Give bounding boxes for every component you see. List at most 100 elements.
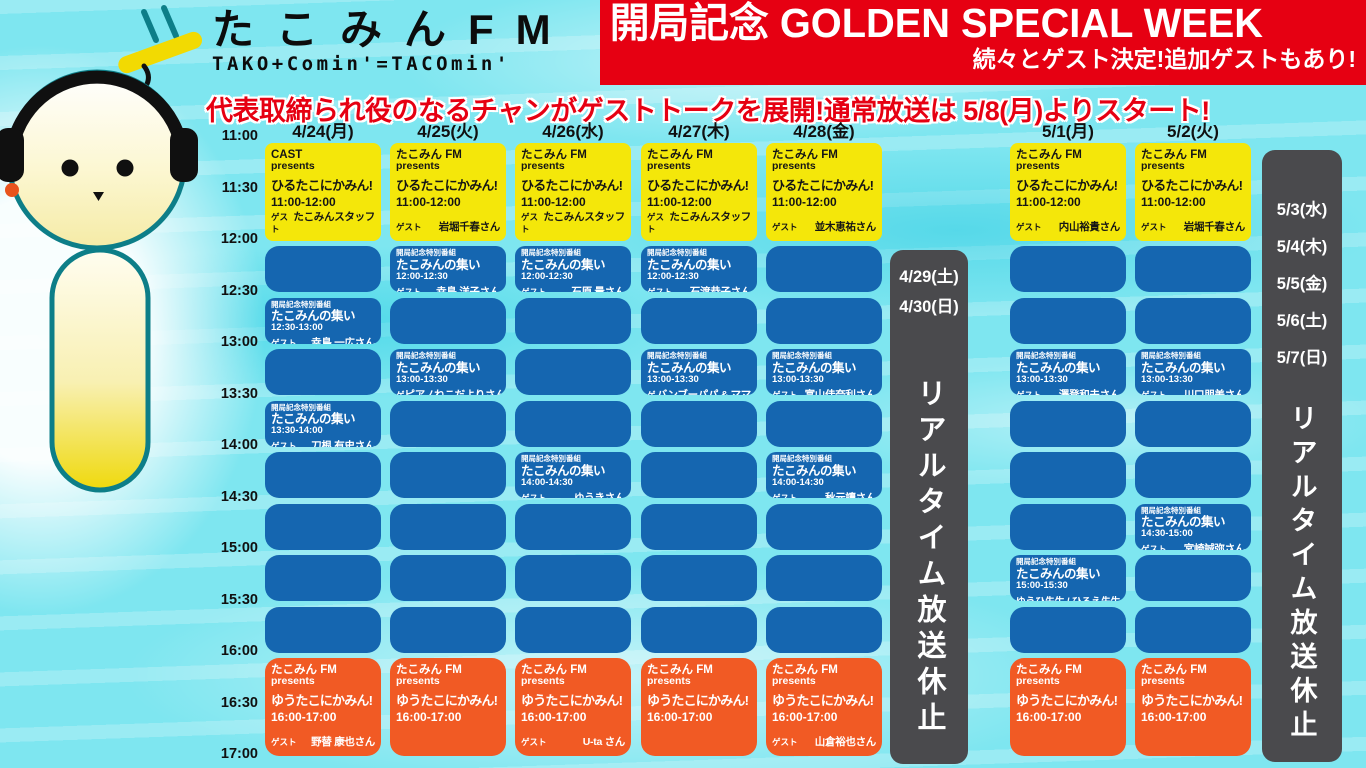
program-brand: たこみん FM <box>271 664 337 676</box>
special-program-header: 開局記念特別番組 <box>772 454 832 463</box>
empty-slot <box>265 349 381 395</box>
program-time: 11:00-12:00 <box>772 195 837 210</box>
program-block: たこみん FM presents ゆうたこにかみん! 16:00-17:00 ゲ… <box>265 658 381 756</box>
program-title: ひるたこにかみん! <box>1141 178 1243 194</box>
guest-label: ゲスト <box>521 212 539 235</box>
program-time: 16:00-17:00 <box>647 710 713 725</box>
program-brand: たこみん FM <box>1141 664 1207 676</box>
program-title: ゆうたこにかみん! <box>1141 693 1243 709</box>
program-title: ひるたこにかみん! <box>271 178 373 194</box>
mascot-octopus-icon <box>0 5 203 493</box>
special-program-header: 開局記念特別番組 <box>772 351 832 360</box>
guest-name: ゆうひ先生 / ひろえ先生 <box>1016 593 1121 601</box>
empty-slot <box>766 400 882 447</box>
guest-row: ゲスト U-ta さん <box>521 734 625 749</box>
empty-slot <box>1135 452 1251 498</box>
special-program-time: 12:00-12:30 <box>396 270 448 282</box>
program-block: たこみん FM presents ひるたこにかみん! 11:00-12:00 ゲ… <box>515 143 631 241</box>
special-program-time: 12:00-12:30 <box>647 270 699 282</box>
program-title: ひるたこにかみん! <box>521 178 623 194</box>
program-brand: たこみん FM <box>647 664 713 676</box>
guest-row: ゲスト 内山裕貴さん <box>1016 219 1120 234</box>
empty-slot <box>390 452 506 498</box>
empty-slot <box>641 452 757 498</box>
time-label: 12:00 <box>220 231 258 247</box>
station-logo: たこみんFM TAKO+Comin'=TACOmin' <box>212 7 573 75</box>
empty-slot <box>766 555 882 601</box>
guest-row: ゲスト たこみんスタッフ <box>647 209 751 235</box>
guest-label: ゲスト <box>271 338 297 344</box>
special-program-title: たこみんの集い <box>521 257 606 272</box>
program-brand: たこみん FM <box>772 149 838 161</box>
column-date: 4/24(月) <box>292 122 354 141</box>
program-block: たこみん FM presents ゆうたこにかみん! 16:00-17:00 <box>1135 658 1251 756</box>
mascot-eye-right <box>116 159 134 177</box>
program-brand: たこみん FM <box>1016 664 1082 676</box>
guest-name: たこみんスタッフ <box>293 211 375 224</box>
special-program-time: 13:00-13:30 <box>647 373 699 385</box>
guest-label: ゲスト <box>271 441 297 447</box>
guest-row: ゲスト 幸島 一広さん <box>271 335 375 343</box>
guest-row: ゲスト 並木恵祐さん <box>772 219 876 234</box>
special-program-title: たこみんの集い <box>647 360 732 375</box>
program-time: 16:00-17:00 <box>521 710 587 725</box>
event-title: 開局記念 GOLDEN SPECIAL WEEK <box>609 0 1264 46</box>
program-block: たこみん FM presents ゆうたこにかみん! 16:00-17:00 <box>641 658 757 756</box>
special-program-title: たこみんの集い <box>1016 566 1101 581</box>
time-label: 13:00 <box>220 334 258 350</box>
program-time: 11:00-12:00 <box>1141 195 1206 210</box>
special-program-time: 12:00-12:30 <box>521 270 573 282</box>
empty-slot <box>515 349 631 395</box>
program-title: ひるたこにかみん! <box>647 178 749 194</box>
guest-label: ゲスト <box>1016 389 1042 395</box>
empty-slot <box>265 503 381 550</box>
empty-slot <box>390 400 506 447</box>
empty-slot <box>641 503 757 550</box>
empty-slot <box>1135 297 1251 344</box>
time-label: 14:00 <box>220 437 258 453</box>
empty-slot <box>1010 246 1126 292</box>
program-title: ゆうたこにかみん! <box>772 693 874 709</box>
program-brand: たこみん FM <box>1016 149 1082 161</box>
program-presents: presents <box>772 675 816 688</box>
special-program-header: 開局記念特別番組 <box>396 248 456 257</box>
program-title: ゆうたこにかみん! <box>271 693 373 709</box>
empty-slot <box>641 297 757 344</box>
special-program-block: 開局記念特別番組 たこみんの集い 12:00-12:30 ゲスト 石原 量さん <box>515 246 631 292</box>
guest-label: ゲスト <box>772 737 798 747</box>
program-title: ひるたこにかみん! <box>396 178 498 194</box>
program-title: ゆうたこにかみん! <box>647 693 749 709</box>
guest-row: ゲスト 幸島 洋子さん <box>396 284 500 292</box>
program-presents: presents <box>521 160 565 173</box>
column-date: 4/27(木) <box>668 122 730 141</box>
empty-slot <box>265 555 381 601</box>
program-block: CAST presents ひるたこにかみん! 11:00-12:00 ゲスト … <box>265 143 381 241</box>
special-program-header: 開局記念特別番組 <box>1141 351 1201 360</box>
special-program-block: 開局記念特別番組 たこみんの集い 12:00-12:30 ゲスト 石渡恭子さん <box>641 246 757 292</box>
empty-slot <box>390 297 506 344</box>
empty-slot <box>515 606 631 653</box>
special-program-header: 開局記念特別番組 <box>521 454 581 463</box>
special-program-title: たこみんの集い <box>772 360 857 375</box>
time-label: 17:00 <box>220 746 258 762</box>
special-program-title: たこみんの集い <box>396 257 481 272</box>
guest-row: ゆうひ先生 / ひろえ先生 <box>1016 593 1121 601</box>
special-program-block: 開局記念特別番組 たこみんの集い 12:00-12:30 ゲスト 幸島 洋子さん <box>390 246 506 292</box>
special-program-header: 開局記念特別番組 <box>271 299 331 309</box>
special-program-header: 開局記念特別番組 <box>647 248 707 257</box>
empty-slot <box>265 246 381 292</box>
guest-name: ピアノねこだよりさん <box>404 388 506 395</box>
guest-row: ゲスト 岩堀千春さん <box>396 219 500 234</box>
program-block: たこみん FM presents ひるたこにかみん! 11:00-12:00 ゲ… <box>766 143 882 241</box>
time-label: 16:00 <box>220 643 258 659</box>
special-program-title: たこみんの集い <box>396 360 481 375</box>
special-program-block: 開局記念特別番組 たこみんの集い 13:00-13:30 ゲスト ピアノねこだよ… <box>390 349 506 395</box>
program-block: たこみん FM presents ひるたこにかみん! 11:00-12:00 ゲ… <box>390 143 506 241</box>
special-program-block: 開局記念特別番組 たこみんの集い 12:30-13:00 ゲスト 幸島 一広さん <box>265 297 381 344</box>
time-label: 15:30 <box>220 591 258 608</box>
special-program-time: 14:00-14:30 <box>521 476 573 488</box>
special-program-title: たこみんの集い <box>271 412 356 427</box>
special-program-block: 開局記念特別番組 たこみんの集い 13:00-13:30 ゲスト 澤登和夫さん <box>1010 349 1126 395</box>
special-program-block: 開局記念特別番組 たこみんの集い 14:30-15:00 ゲスト 宮崎誠弥さん <box>1135 503 1251 550</box>
